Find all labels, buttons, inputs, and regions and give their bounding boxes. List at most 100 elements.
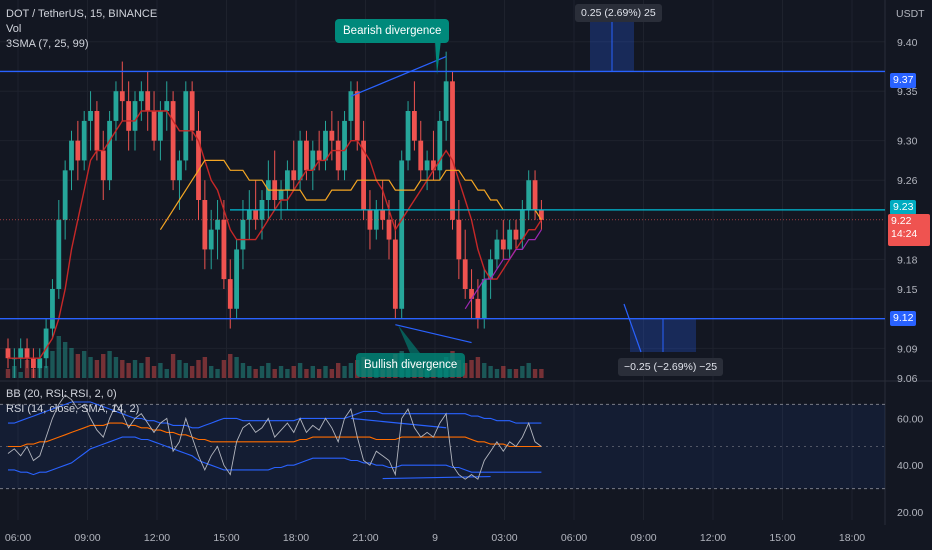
bb-upper-line: [8, 401, 542, 429]
time-tick-label: 06:00: [561, 532, 587, 544]
volume-bar: [469, 360, 474, 378]
bearish-divergence-price-line: [350, 56, 447, 97]
candle-body: [145, 91, 151, 111]
candle-body: [88, 111, 93, 121]
candle-body: [386, 219, 392, 240]
candle-body: [208, 229, 214, 250]
volume-bar: [316, 369, 322, 378]
volume-bar: [158, 363, 163, 378]
volume-bar: [463, 363, 468, 378]
candle-body: [164, 101, 170, 111]
candle-body: [43, 328, 49, 359]
candle-body: [113, 91, 119, 121]
volume-bar: [323, 366, 328, 378]
price-tick-label: 9.15: [897, 284, 918, 296]
time-tick-label: 18:00: [283, 532, 309, 544]
volume-bar: [196, 360, 201, 378]
volume-bar: [539, 369, 544, 378]
volume-bar: [62, 342, 68, 378]
bb-lower-line: [8, 436, 542, 476]
volume-bar: [501, 366, 506, 378]
candle-body: [342, 120, 347, 171]
candle-body: [107, 120, 112, 181]
bar-countdown: 14:24: [891, 228, 918, 240]
volume-bar: [278, 366, 284, 378]
bullish-divergence-callout[interactable]: Bullish divergence: [356, 353, 466, 377]
candle-body: [227, 279, 233, 309]
bearish-divergence-callout[interactable]: Bearish divergence: [335, 19, 450, 43]
sma-legend[interactable]: 3SMA (7, 25, 99): [6, 38, 89, 50]
volume-legend[interactable]: Vol: [6, 23, 22, 35]
candle-body: [31, 358, 36, 369]
measure-down-label[interactable]: −0.25 (−2.69%) −25: [618, 358, 724, 376]
volume-bar: [272, 369, 277, 378]
candle-body: [253, 209, 259, 220]
candle-body: [481, 279, 487, 319]
volume-bar: [43, 366, 49, 378]
volume-bar: [259, 366, 265, 378]
bb-legend[interactable]: BB (20, RSI: RSI, 2, 0): [6, 388, 117, 400]
candle-body: [437, 120, 443, 171]
bullish-divergence-price-line: [395, 324, 472, 344]
volume-bar: [189, 366, 195, 378]
candle-body: [75, 140, 81, 161]
candle-body: [475, 298, 481, 319]
volume-bar: [310, 366, 315, 378]
candle-body: [291, 170, 297, 181]
bullish-callout-pointer: [398, 325, 420, 353]
volume-bar: [482, 363, 487, 378]
volume-bar: [145, 357, 150, 378]
candles: [5, 51, 544, 378]
candle-body: [392, 239, 398, 309]
mid-level-tag: 9.23: [890, 200, 917, 215]
sma-slow-line: [464, 229, 542, 310]
volume-bar: [494, 369, 500, 378]
volume-bar: [221, 360, 227, 378]
volume-bar: [228, 354, 233, 378]
candle-body: [221, 219, 227, 280]
candle-body: [310, 150, 316, 171]
candle-body: [380, 209, 386, 220]
volume-bar: [304, 369, 309, 378]
candle-body: [399, 160, 405, 309]
price-tick-label: 9.40: [897, 37, 918, 49]
volume-bar: [240, 363, 246, 378]
time-tick-label: 09:00: [74, 532, 100, 544]
volume-bar: [247, 366, 252, 378]
candle-body: [234, 249, 239, 309]
price-tick-label: 9.35: [897, 86, 918, 98]
time-tick-label: 9: [432, 532, 438, 544]
volume-bar: [209, 366, 214, 378]
candle-body: [361, 140, 366, 210]
measure-up-label[interactable]: 0.25 (2.69%) 25: [575, 4, 662, 22]
volume-bar: [336, 363, 341, 378]
candle-body: [285, 170, 290, 191]
candle-body: [405, 111, 411, 161]
volume-bar: [5, 369, 11, 378]
candle-body: [373, 209, 379, 230]
volume-bar: [164, 369, 169, 378]
rsi-legend[interactable]: RSI (14, close, SMA, 14, 2): [6, 403, 140, 415]
candle-body: [246, 209, 252, 220]
candle-body: [323, 130, 328, 161]
candle-body: [424, 160, 430, 171]
candle-body: [81, 120, 87, 161]
volume-bar: [297, 363, 303, 378]
candle-body: [526, 180, 532, 210]
candle-body: [297, 140, 303, 181]
time-tick-label: 06:00: [5, 532, 31, 544]
candle-body: [443, 81, 449, 121]
volume-bar: [291, 366, 296, 378]
time-tick-label: 03:00: [491, 532, 517, 544]
volume-bar: [170, 354, 176, 378]
time-tick-label: 12:00: [700, 532, 726, 544]
volume-bar: [532, 369, 538, 378]
candle-body: [202, 200, 208, 250]
candle-body: [456, 219, 462, 260]
current-price: 9.22: [891, 215, 912, 227]
price-tick-label: 9.06: [897, 373, 918, 385]
sma-fast-line: [8, 110, 542, 359]
candle-body: [494, 239, 500, 260]
candle-body: [196, 130, 201, 200]
